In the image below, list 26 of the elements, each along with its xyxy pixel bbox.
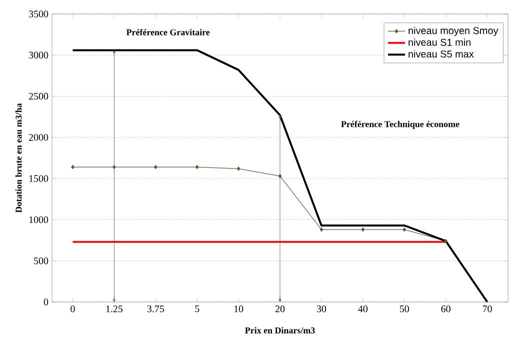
x-tick-label: 40 [358, 306, 368, 312]
annotation: Préférence Gravitaire [126, 28, 210, 36]
x-tick-label: 30 [316, 306, 326, 312]
x-tick-label: 0 [70, 306, 75, 312]
legend-label: niveau S1 min [408, 38, 470, 46]
x-tick-label: 60 [441, 306, 450, 312]
y-tick-label: 2500 [28, 92, 48, 100]
x-tick-label: 50 [400, 306, 409, 312]
x-tick-label: 20 [275, 306, 285, 312]
y-tick-label: 1500 [29, 175, 48, 182]
x-axis-title: Prix en Dinars/m3 [245, 327, 315, 334]
y-tick-label: 500 [34, 257, 48, 264]
legend-label: niveau S5 max [408, 50, 474, 58]
legend-label: niveau moyen Smoy [408, 26, 498, 36]
y-axis-title: Dotation brute en eau m3/ha [15, 103, 22, 213]
y-tick-label: 3500 [29, 10, 48, 18]
y-tick-label: 3000 [29, 52, 48, 58]
x-tick-label: 10 [234, 306, 244, 312]
annotation: Préférence Technique économe [341, 120, 460, 129]
y-tick-label: 2000 [28, 134, 48, 141]
y-tick-label: 1000 [29, 216, 48, 224]
x-tick-label: 1.25 [106, 306, 123, 312]
x-tick-label: 3.75 [147, 306, 164, 312]
x-tick-label: 5 [195, 306, 200, 312]
y-tick-label: 0 [44, 298, 48, 306]
x-tick-label: 70 [482, 306, 492, 312]
